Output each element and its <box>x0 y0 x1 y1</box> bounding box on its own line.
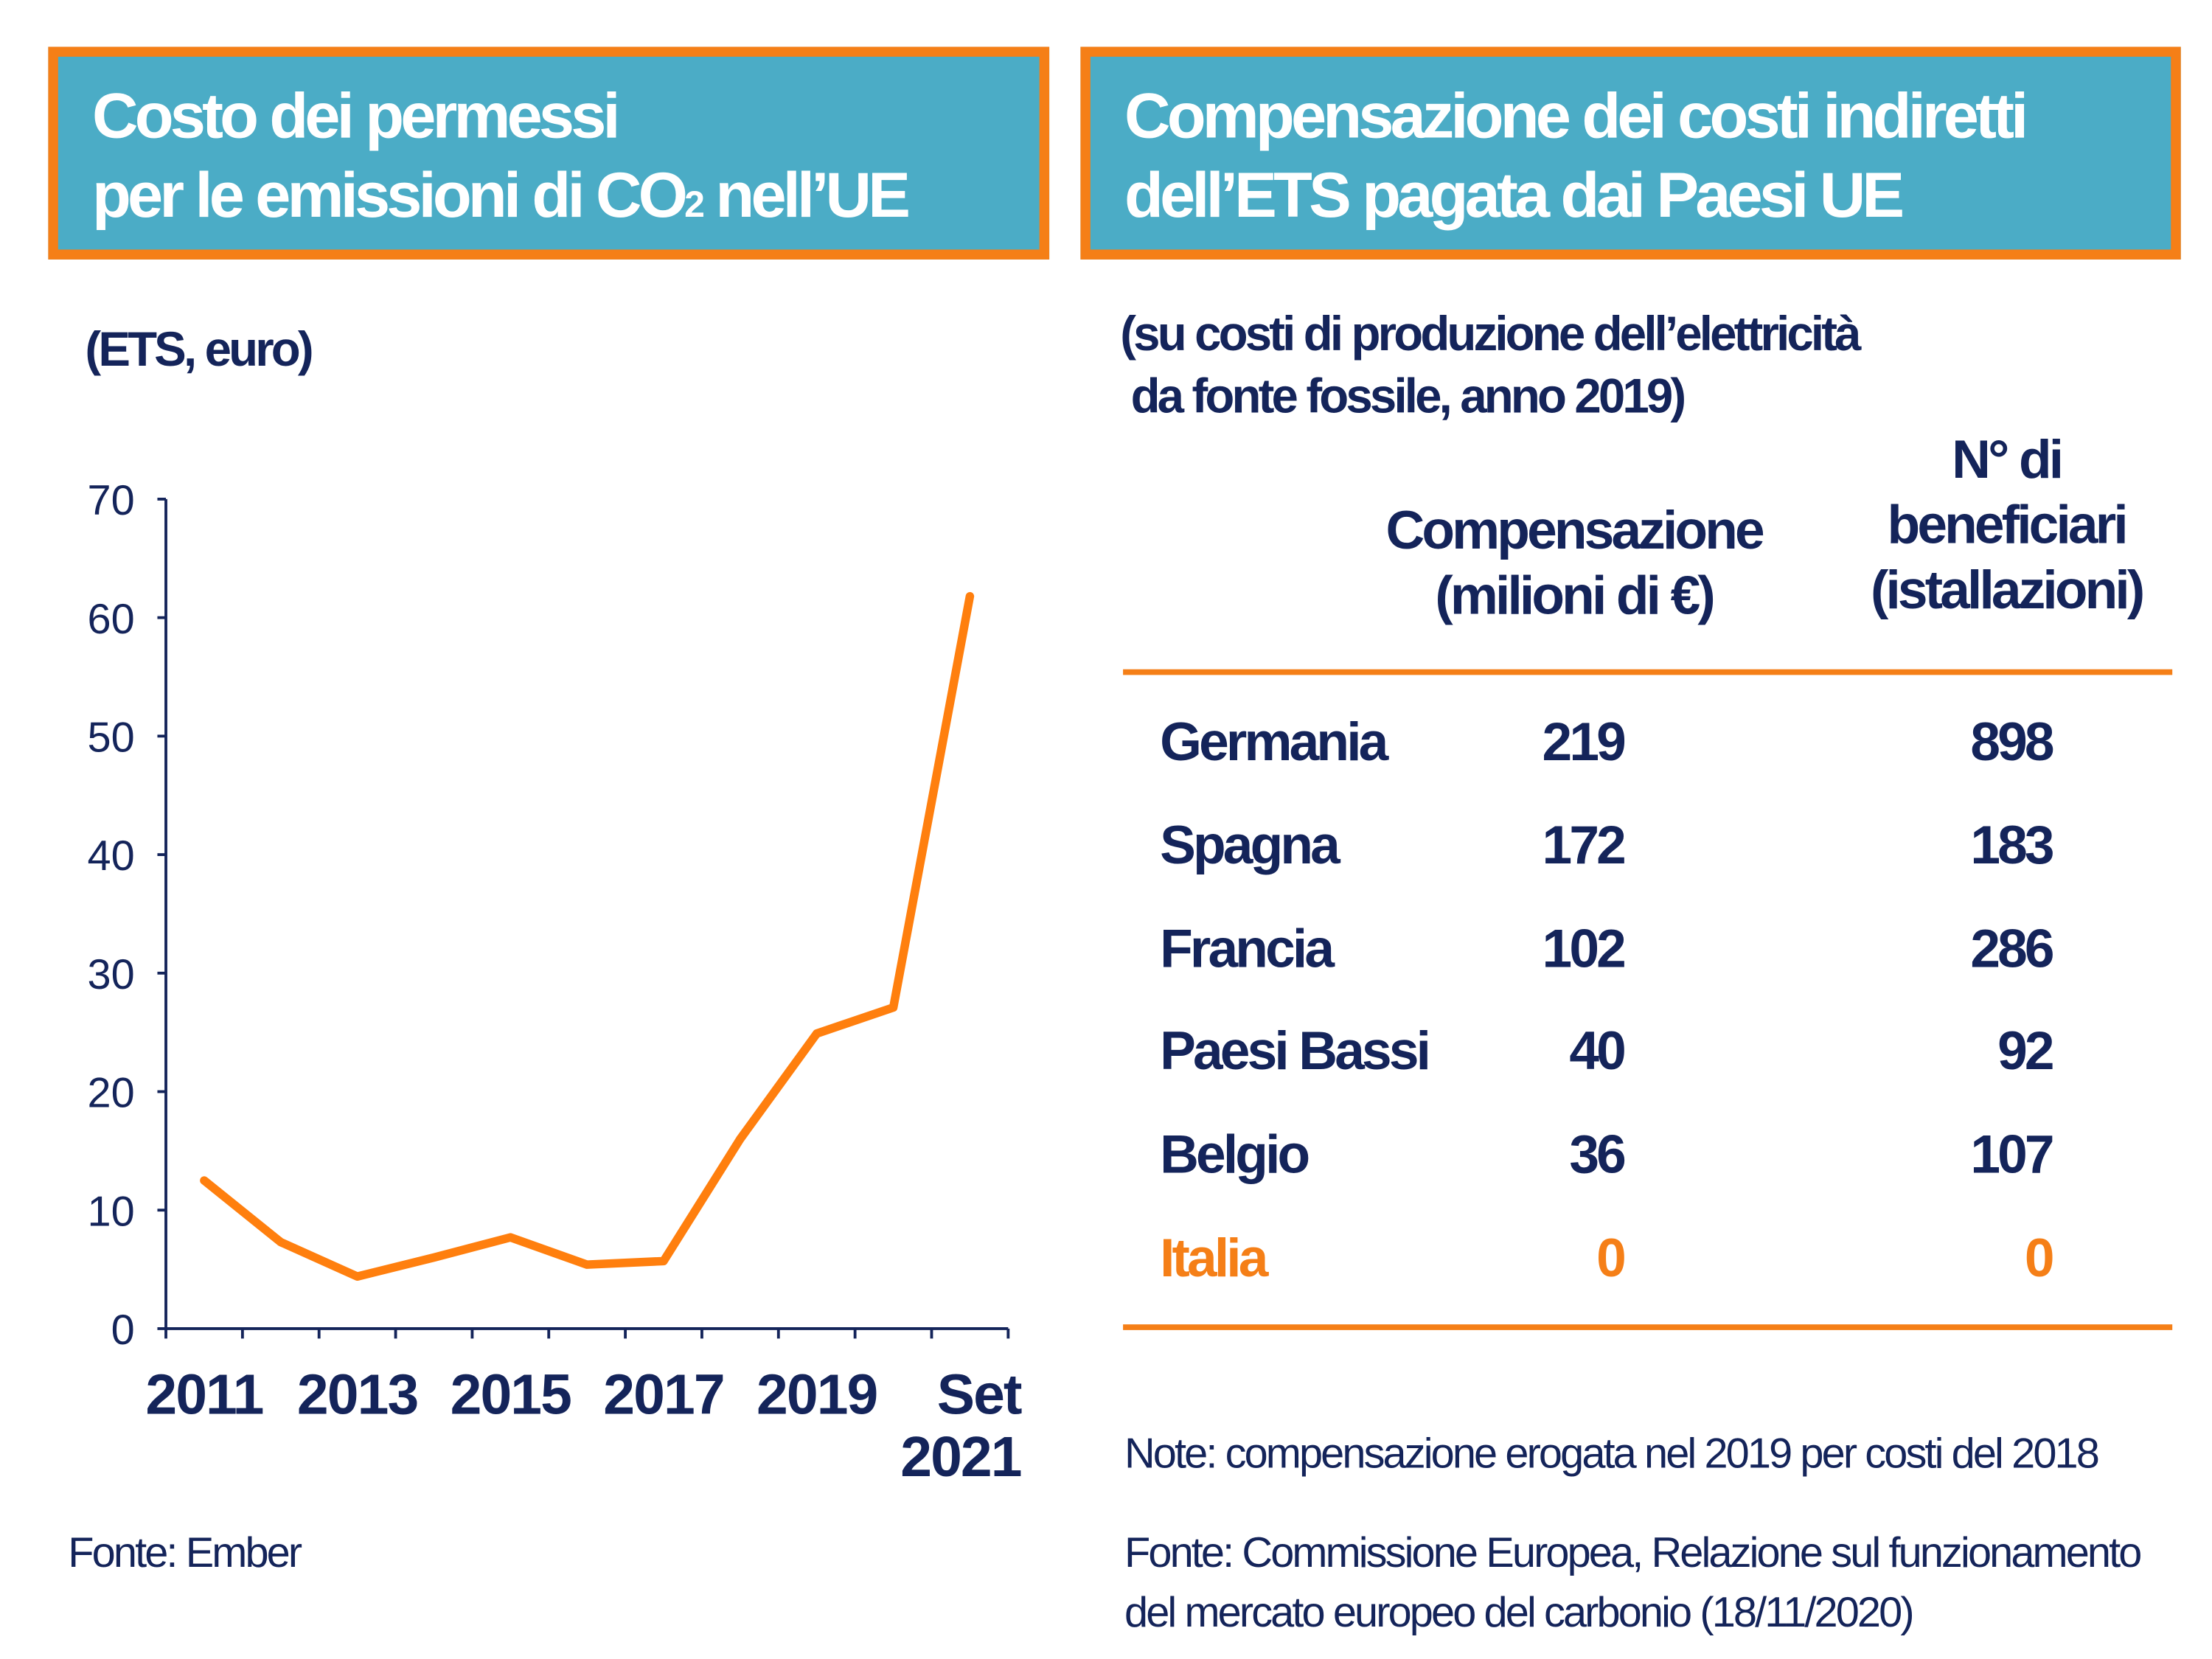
y-tick-label: 20 <box>88 1070 135 1117</box>
right-source: Fonte: Commissione Europea, Relazione su… <box>1124 1524 2142 1644</box>
y-tick-label: 60 <box>88 596 135 643</box>
x-tick-label: 2019 <box>757 1363 877 1426</box>
left-title-line1: Costo dei permessi <box>92 79 621 152</box>
x-tick-label: 2015 <box>451 1363 571 1426</box>
compensation-cell: 36 <box>1569 1126 1626 1186</box>
beneficiaries-cell: 92 <box>1997 1023 2054 1083</box>
x-tick-label: 2017 <box>603 1363 723 1426</box>
table-bottom-rule <box>1123 1324 2173 1330</box>
subtitle-line2: da fonte fossile, anno 2019) <box>1120 369 1687 425</box>
header-compensation-line1: Compensazione <box>1385 501 1764 562</box>
left-title-box: Costo dei permessi per le emissioni di C… <box>48 46 1050 260</box>
beneficiaries-cell: 898 <box>1970 713 2054 773</box>
x-tick-label: 2013 <box>297 1363 417 1426</box>
beneficiaries-cell: 183 <box>1970 816 2054 877</box>
header-beneficiaries: N° di beneficiari (istallazioni) <box>1815 428 2198 624</box>
x-tick-label: Set <box>937 1363 1022 1426</box>
beneficiaries-cell: 107 <box>1970 1126 2054 1186</box>
compensation-cell: 0 <box>1596 1229 1627 1290</box>
y-tick-label: 70 <box>88 477 135 524</box>
right-title-box: Compensazione dei costi indiretti dell’E… <box>1080 46 2181 260</box>
country-cell: Spagna <box>1160 816 1340 877</box>
right-title-line1: Compensazione dei costi indiretti <box>1124 79 2028 152</box>
country-cell: Belgio <box>1160 1126 1310 1186</box>
y-tick-label: 0 <box>111 1307 135 1354</box>
beneficiaries-cell: 0 <box>2024 1229 2055 1290</box>
header-beneficiaries-line2: beneficiari <box>1887 496 2129 556</box>
right-source-line2: del mercato europeo del carbonio (18/11/… <box>1124 1589 1915 1637</box>
left-title-end: nell’UE <box>701 159 911 232</box>
right-source-line1: Fonte: Commissione Europea, Relazione su… <box>1124 1530 2142 1577</box>
country-cell: Francia <box>1160 919 1335 980</box>
series-line <box>200 591 975 1281</box>
y-tick-label: 10 <box>88 1188 135 1235</box>
left-title-text: per le emissioni di CO <box>92 159 688 232</box>
compensation-cell: 40 <box>1569 1023 1626 1083</box>
compensation-cell: 172 <box>1542 816 1627 877</box>
table-note: Note: compensazione erogata nel 2019 per… <box>1124 1430 2100 1478</box>
table-subtitle: (su costi di produzione dell’elettricità… <box>1120 304 1861 428</box>
header-compensation-line2: (milioni di €) <box>1435 567 1715 627</box>
y-tick-label: 50 <box>88 714 135 762</box>
x-tick-label: 2011 <box>145 1363 262 1426</box>
y-tick-label: 30 <box>88 951 135 998</box>
country-cell: Germania <box>1160 713 1388 773</box>
country-cell: Italia <box>1160 1229 1268 1290</box>
country-cell: Paesi Bassi <box>1160 1023 1431 1083</box>
y-tick-label: 40 <box>88 832 135 880</box>
x-tick-label: 2021 <box>900 1425 1021 1489</box>
left-source: Fonte: Ember <box>68 1530 302 1577</box>
table-top-rule <box>1123 669 2173 675</box>
compensation-cell: 219 <box>1542 713 1627 773</box>
right-title-line2: dell’ETS pagata dai Paesi UE <box>1124 159 1905 232</box>
header-beneficiaries-line1: N° di <box>1952 431 2064 491</box>
header-compensation: Compensazione (milioni di €) <box>1361 499 1787 630</box>
compensation-cell: 102 <box>1542 919 1627 980</box>
line-chart: 0 10 20 30 40 50 60 70 2011 2013 2015 2017 2019 Set20… <box>88 477 1023 1489</box>
beneficiaries-cell: 286 <box>1970 919 2054 980</box>
left-title-line2: per le emissioni di CO2 nell’UE <box>92 156 1040 244</box>
header-beneficiaries-line3: (istallazioni) <box>1870 561 2145 622</box>
subtitle-line1: (su costi di produzione dell’elettricità <box>1120 307 1861 362</box>
unit-label: (ETS, euro) <box>85 323 313 378</box>
